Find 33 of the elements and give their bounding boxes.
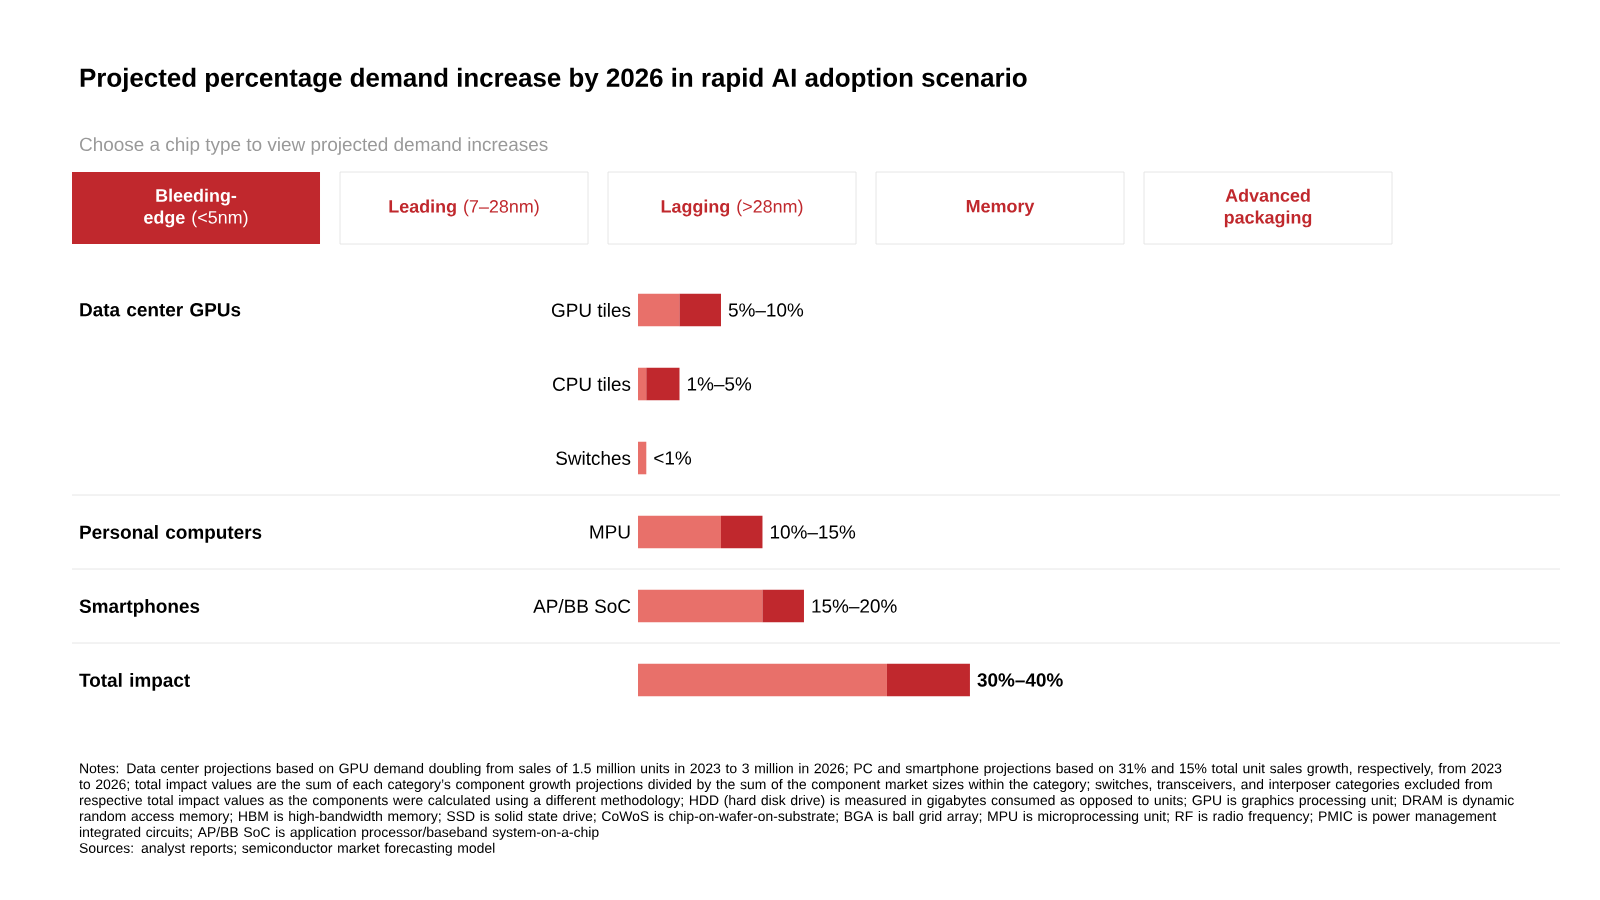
text: Smartphones bbox=[79, 599, 200, 617]
text: Lagging (>28nm) bbox=[661, 199, 803, 217]
text: Advanced packaging bbox=[1224, 188, 1312, 228]
bar bbox=[638, 441, 647, 475]
bar bbox=[886, 663, 970, 697]
bar bbox=[638, 589, 763, 623]
y-tick-label: GPU tiles bbox=[551, 303, 631, 317]
annotation: 10%–15% bbox=[770, 525, 856, 539]
text: Personal computers bbox=[80, 525, 262, 543]
text: Leading (7–28nm) bbox=[389, 199, 539, 217]
text: 30%–40% bbox=[977, 673, 1063, 687]
annotation: 15%–20% bbox=[812, 599, 897, 613]
text: Choose a chip type to view projected demand increases bbox=[80, 137, 548, 155]
text: Bleeding-edge (<5nm) bbox=[144, 188, 248, 228]
bar bbox=[679, 293, 721, 327]
bar bbox=[646, 367, 680, 401]
bar bbox=[638, 367, 647, 401]
bar bbox=[762, 589, 804, 623]
annotation: <1% bbox=[654, 451, 692, 465]
y-tick-label: MPU bbox=[590, 525, 630, 539]
text: Data center GPUs bbox=[80, 303, 241, 317]
text: Total impact bbox=[79, 673, 190, 691]
y-tick-label: CPU tiles bbox=[553, 377, 631, 391]
bar bbox=[638, 663, 887, 697]
annotation: 5%–10% bbox=[728, 303, 804, 317]
chart-title: Projected percentage demand increase by 2026 in rapid AI adoption scenario bbox=[80, 67, 1027, 93]
text: Memory bbox=[966, 199, 1035, 217]
bar bbox=[720, 515, 763, 549]
annotation: 1%–5% bbox=[687, 377, 752, 391]
y-tick-label: AP/BB SoC bbox=[533, 599, 631, 613]
bar bbox=[638, 515, 721, 549]
bar bbox=[638, 293, 680, 327]
y-tick-label: Switches bbox=[556, 451, 631, 465]
